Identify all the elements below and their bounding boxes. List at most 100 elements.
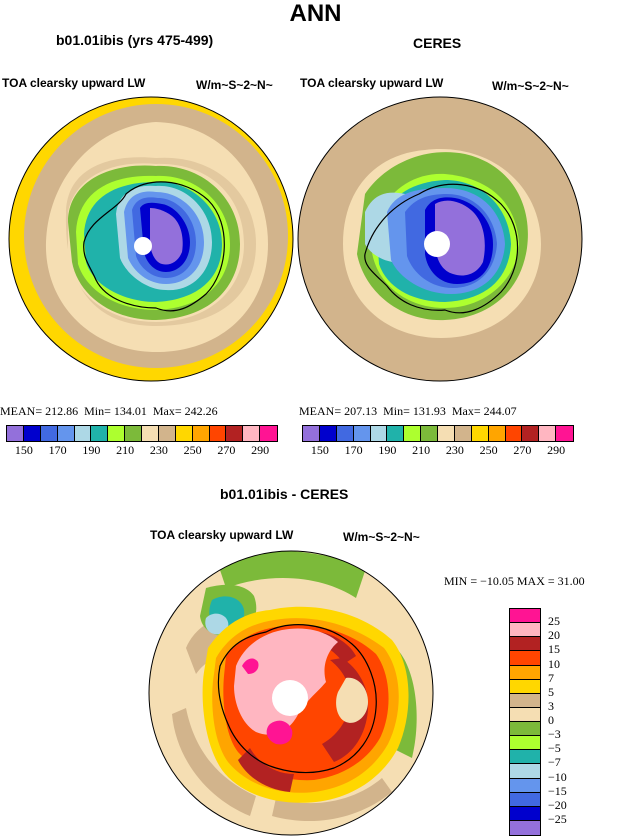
colorbar-tick-label: 7	[548, 670, 554, 685]
panel2-min-label: Min=	[383, 404, 410, 418]
colorbar-swatch	[510, 623, 540, 638]
colorbar-tick-label: 25	[548, 614, 560, 629]
colorbar-tick-label: 190	[82, 443, 101, 457]
panel2-stats: MEAN= 207.13 Min= 131.93 Max= 244.07	[299, 404, 517, 419]
panel2-map	[297, 96, 583, 382]
colorbar-swatch	[510, 792, 540, 807]
colorbar-tick-label: 270	[217, 443, 236, 457]
colorbar-swatch	[421, 426, 438, 441]
panel2-min: 131.93	[412, 404, 446, 418]
colorbar-swatch	[319, 426, 337, 441]
colorbar-swatch	[510, 764, 540, 779]
panel1-max: 242.26	[184, 404, 218, 418]
colorbar-tick-label: 20	[548, 628, 560, 643]
colorbar-swatch	[40, 426, 58, 441]
colorbar-swatch	[510, 665, 540, 680]
colorbar-tick-label: 5	[548, 684, 554, 699]
panel3-stats: MIN = −10.05 MAX = 31.00	[444, 574, 585, 588]
colorbar-tick-label: 250	[479, 443, 498, 457]
colorbar-swatch	[23, 426, 41, 441]
panel1-units: W/m~S~2~N~	[196, 78, 273, 92]
colorbar-swatch	[510, 750, 540, 765]
colorbar-tick-label: 150	[310, 443, 329, 457]
colorbar-tick-label: 150	[14, 443, 33, 457]
colorbar-swatch	[522, 426, 540, 441]
colorbar-swatch	[387, 426, 405, 441]
panel2-max: 244.07	[483, 404, 517, 418]
colorbar-swatch	[510, 722, 540, 737]
colorbar-tick-label: 190	[378, 443, 397, 457]
panel1-colorbar	[6, 425, 278, 442]
panel1-variable: TOA clearsky upward LW	[2, 76, 146, 90]
colorbar-tick-label: −25	[548, 811, 567, 826]
colorbar-tick-label: 210	[412, 443, 431, 457]
colorbar-swatch	[510, 637, 540, 652]
colorbar-swatch	[74, 426, 92, 441]
colorbar-tick-label: 15	[548, 642, 560, 657]
colorbar-swatch	[353, 426, 371, 441]
panel2-mean: 207.13	[344, 404, 378, 418]
colorbar-swatch	[510, 693, 540, 708]
panel2-variable: TOA clearsky upward LW	[300, 76, 444, 90]
panel2-colorbar	[302, 425, 574, 442]
colorbar-tick-label: −20	[548, 797, 567, 812]
panel1-title: b01.01ibis (yrs 475-499)	[56, 32, 214, 48]
colorbar-tick-label: 3	[548, 698, 554, 713]
panel1-max-label: Max=	[152, 404, 182, 418]
colorbar-swatch	[370, 426, 388, 441]
colorbar-swatch	[556, 426, 573, 441]
colorbar-swatch	[510, 609, 540, 624]
colorbar-swatch	[175, 426, 193, 441]
panel2-max-label: Max=	[451, 404, 481, 418]
colorbar-tick-label: −5	[548, 741, 561, 756]
panel1-min: 134.01	[113, 404, 147, 418]
colorbar-swatch	[404, 426, 422, 441]
colorbar-swatch	[505, 426, 523, 441]
colorbar-swatch	[7, 426, 24, 441]
colorbar-swatch	[303, 426, 320, 441]
colorbar-swatch	[243, 426, 261, 441]
colorbar-swatch	[488, 426, 506, 441]
colorbar-tick-label: −3	[548, 727, 561, 742]
colorbar-swatch	[454, 426, 472, 441]
panel2-mean-label: MEAN=	[299, 404, 342, 418]
colorbar-tick-label: 250	[183, 443, 202, 457]
colorbar-swatch	[336, 426, 354, 441]
colorbar-swatch	[510, 707, 540, 722]
panel2-title: CERES	[413, 35, 462, 51]
colorbar-tick-label: 170	[48, 443, 67, 457]
colorbar-swatch	[226, 426, 244, 441]
colorbar-tick-label: −15	[548, 783, 567, 798]
colorbar-swatch	[510, 806, 540, 821]
panel1-map	[8, 96, 294, 382]
colorbar-tick-label: 210	[116, 443, 135, 457]
colorbar-tick-label: 230	[149, 443, 168, 457]
colorbar-swatch	[510, 651, 540, 666]
panel1-mean-label: MEAN=	[0, 404, 43, 418]
colorbar-tick-label: 290	[547, 443, 566, 457]
colorbar-tick-label: −7	[548, 755, 561, 770]
panel2-units: W/m~S~2~N~	[492, 79, 569, 93]
panel3-units: W/m~S~2~N~	[343, 530, 420, 544]
colorbar-swatch	[471, 426, 489, 441]
colorbar-swatch	[142, 426, 159, 441]
colorbar-swatch	[510, 778, 540, 793]
colorbar-swatch	[125, 426, 142, 441]
colorbar-swatch	[539, 426, 557, 441]
colorbar-tick-label: 270	[513, 443, 532, 457]
colorbar-tick-label: 0	[548, 713, 554, 727]
colorbar-swatch	[192, 426, 210, 441]
colorbar-swatch	[260, 426, 277, 441]
colorbar-swatch	[510, 736, 540, 751]
panel1-stats: MEAN= 212.86 Min= 134.01 Max= 242.26	[0, 404, 218, 419]
colorbar-tick-label: 230	[445, 443, 464, 457]
colorbar-swatch	[91, 426, 109, 441]
colorbar-swatch	[438, 426, 455, 441]
panel1-mean: 212.86	[45, 404, 79, 418]
colorbar-swatch	[209, 426, 227, 441]
colorbar-swatch	[510, 679, 540, 694]
panel3-variable: TOA clearsky upward LW	[150, 528, 294, 542]
colorbar-tick-label: −10	[548, 769, 567, 784]
panel3-map	[148, 550, 434, 836]
colorbar-swatch	[510, 820, 540, 835]
